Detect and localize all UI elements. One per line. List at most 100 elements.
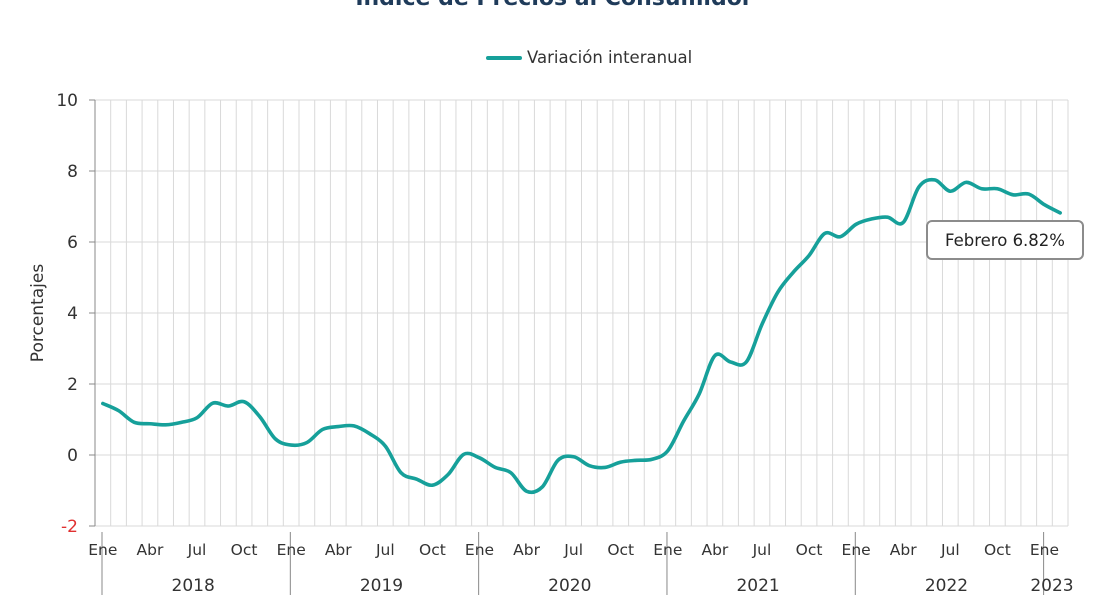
data-point (855, 223, 858, 226)
data-point (682, 420, 685, 423)
data-point (556, 459, 559, 462)
data-point (133, 421, 136, 424)
data-point (400, 471, 403, 474)
data-point (525, 490, 528, 493)
x-tick-label: Abr (325, 541, 352, 559)
year-label: 2019 (360, 576, 403, 596)
data-point (180, 421, 183, 424)
y-tick-label: -2 (61, 517, 78, 537)
data-point (321, 428, 324, 431)
data-point (352, 424, 355, 427)
data-point (823, 232, 826, 235)
data-point (635, 459, 638, 462)
data-point (792, 271, 795, 274)
legend-swatch (486, 55, 522, 60)
data-point (227, 405, 230, 408)
data-point (572, 455, 575, 458)
x-tick-label: Abr (137, 541, 164, 559)
year-label: 2022 (925, 576, 968, 596)
data-point (964, 181, 967, 184)
x-tick-label: Jul (187, 541, 207, 559)
data-point (274, 438, 277, 441)
data-point (808, 254, 811, 257)
data-point (384, 445, 387, 448)
data-point (839, 235, 842, 238)
year-label: 2018 (172, 576, 215, 596)
data-point (117, 409, 120, 412)
x-tick-label: Ene (842, 541, 871, 559)
x-tick-label: Oct (231, 541, 258, 559)
data-point (949, 190, 952, 193)
data-point (666, 449, 669, 452)
data-point (462, 453, 465, 456)
y-tick-label: 6 (67, 233, 78, 253)
x-tick-label: Jul (940, 541, 960, 559)
data-point (478, 456, 481, 459)
data-point (651, 458, 654, 461)
data-point (368, 432, 371, 435)
data-point (290, 444, 293, 447)
data-point (870, 217, 873, 220)
x-tick-label: Abr (890, 541, 917, 559)
legend: Variación interanual (486, 48, 692, 67)
data-point (164, 423, 167, 426)
y-tick-label: 8 (67, 162, 78, 182)
x-tick-label: Ene (653, 541, 682, 559)
data-point (588, 464, 591, 467)
x-tick-label: Oct (419, 541, 446, 559)
data-point (1043, 203, 1046, 206)
data-point (886, 216, 889, 219)
data-point (933, 178, 936, 181)
x-tick-label: Ene (1030, 541, 1059, 559)
y-tick-label: 10 (56, 91, 78, 111)
data-point (258, 415, 261, 418)
x-tick-label: Ene (88, 541, 117, 559)
data-point (760, 323, 763, 326)
data-point (713, 354, 716, 357)
data-point (305, 441, 308, 444)
data-point (148, 422, 151, 425)
x-tick-label: Jul (375, 541, 395, 559)
data-point (902, 221, 905, 224)
series-line-variacion-interanual (101, 177, 1062, 495)
data-point (604, 466, 607, 469)
x-tick-label: Ene (465, 541, 494, 559)
data-point (211, 402, 214, 405)
x-tick-label: Oct (607, 541, 634, 559)
x-tick-label: Ene (277, 541, 306, 559)
data-point (917, 185, 920, 188)
data-point (101, 402, 104, 405)
year-label: 2023 (1030, 576, 1073, 596)
year-label: 2020 (548, 576, 591, 596)
data-point (1012, 193, 1015, 196)
data-point (996, 187, 999, 190)
data-point (431, 484, 434, 487)
data-point (980, 187, 983, 190)
data-point (619, 461, 622, 464)
data-point (243, 400, 246, 403)
chart-title: Índice de Precios al Consumidor (0, 0, 1108, 11)
data-point (509, 471, 512, 474)
x-tick-label: Jul (752, 541, 772, 559)
x-tick-label: Jul (563, 541, 583, 559)
data-point (698, 392, 701, 395)
y-tick-label: 2 (67, 375, 78, 395)
data-point (1027, 193, 1030, 196)
data-point (729, 360, 732, 363)
data-point (745, 360, 748, 363)
data-point (1059, 211, 1062, 214)
year-label: 2021 (736, 576, 779, 596)
data-point (337, 425, 340, 428)
data-point (494, 466, 497, 469)
x-tick-label: Oct (796, 541, 823, 559)
x-tick-label: Oct (984, 541, 1011, 559)
data-point (447, 473, 450, 476)
data-point (776, 291, 779, 294)
data-point (196, 416, 199, 419)
x-tick-label: Abr (513, 541, 540, 559)
data-point (541, 485, 544, 488)
y-tick-label: 4 (67, 304, 78, 324)
data-point (415, 478, 418, 481)
value-callout: Febrero 6.82% (926, 220, 1084, 260)
